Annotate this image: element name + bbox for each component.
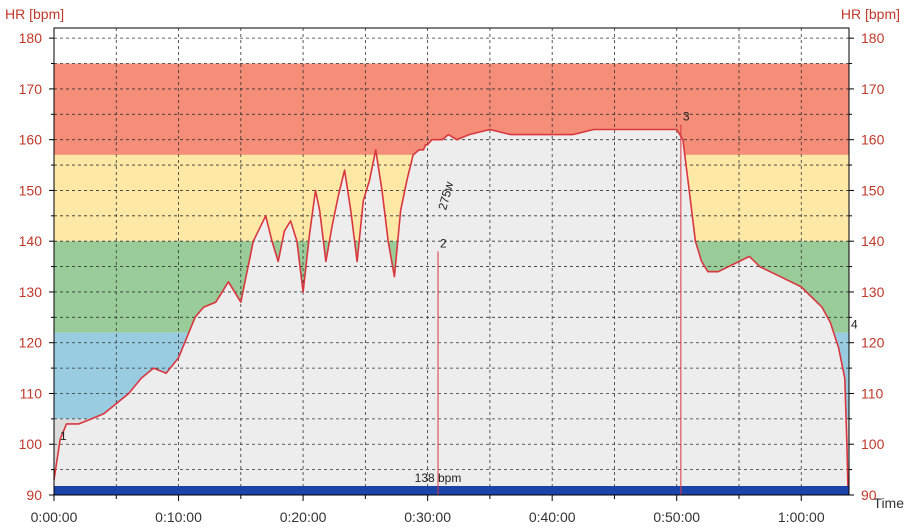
x-tick-label: 0:10:00 [155, 509, 202, 525]
left-tick-label: 120 [19, 335, 43, 351]
right-tick-label: 110 [861, 385, 884, 401]
plot-frame [53, 27, 850, 496]
right-tick-label: 130 [861, 284, 885, 300]
baseline-band [54, 486, 849, 495]
left-tick-label: 140 [19, 233, 43, 249]
left-tick-label: 160 [19, 132, 43, 148]
right-tick-label: 160 [861, 132, 885, 148]
x-tick-label: 0:40:00 [529, 509, 576, 525]
left-tick-label: 150 [19, 182, 43, 198]
right-y-axis-title: HR [bpm] [840, 6, 900, 22]
x-ticks: 0:00:00 0:10:00 0:20:00 0:30:00 0:40:00 0:50:… [31, 495, 825, 525]
grid-lines [54, 28, 849, 495]
x-tick-label: 0:50:00 [653, 509, 700, 525]
x-tick-label: 0:20:00 [280, 509, 327, 525]
x-axis-title: Time [873, 495, 904, 511]
right-tick-label: 180 [861, 30, 885, 46]
hr-line [53, 128, 849, 490]
right-tick-label: 170 [861, 81, 885, 97]
left-tick-label: 110 [20, 385, 43, 401]
hr-area-fill [54, 129, 848, 495]
lap-marker-label: 2 [440, 236, 447, 250]
right-tick-label: 150 [861, 182, 885, 198]
right-tick-label: 120 [861, 335, 885, 351]
plot-border [53, 27, 850, 496]
right-tick-label: 100 [861, 436, 885, 452]
hr-line-group [53, 128, 849, 495]
lap-marker-label: 1 [60, 429, 67, 443]
right-tick-label: 140 [861, 233, 885, 249]
lap-marker-label: 4 [851, 318, 858, 332]
marker-value-label: 138 bpm [415, 471, 462, 485]
left-tick-label: 170 [19, 81, 43, 97]
right-y-ticks: 90 100 110 120 130 140 150 160 170 180 [849, 30, 885, 503]
x-tick-label: 1:00:00 [778, 509, 825, 525]
left-y-ticks: 90 100 110 120 130 140 150 160 170 180 [19, 30, 54, 503]
left-tick-label: 130 [19, 284, 43, 300]
left-tick-label: 100 [19, 436, 43, 452]
left-tick-label: 90 [26, 487, 42, 503]
left-tick-label: 180 [19, 30, 43, 46]
right-tick-label: 90 [861, 487, 877, 503]
left-y-axis-title: HR [bpm] [5, 6, 65, 22]
hr-area [54, 129, 848, 495]
x-tick-label: 0:00:00 [31, 509, 78, 525]
lap-marker-label: 3 [683, 109, 690, 123]
x-tick-label: 0:30:00 [404, 509, 451, 525]
